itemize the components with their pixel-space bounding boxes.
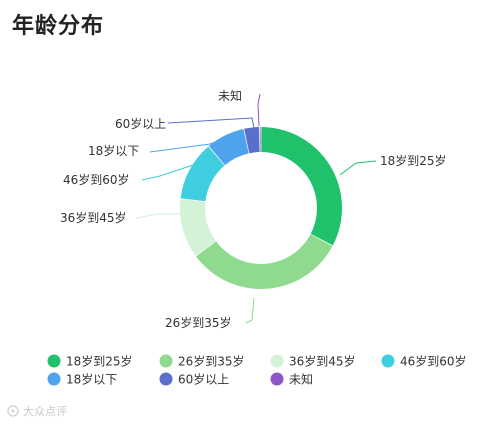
legend-swatch-5 bbox=[159, 372, 173, 386]
legend-swatch-2 bbox=[270, 354, 284, 368]
slice-labels: 18岁到25岁 26岁到35岁 36岁到45岁 46岁到60岁 18岁以下 60岁以上 未知 bbox=[60, 89, 447, 330]
legend-swatch-3 bbox=[381, 354, 395, 368]
slice-label-0: 18岁到25岁 bbox=[380, 153, 447, 168]
slice-label-4: 18岁以下 bbox=[88, 143, 139, 158]
watermark: 大众点评 bbox=[7, 404, 67, 418]
slice-label-6: 未知 bbox=[218, 89, 242, 103]
legend-swatch-1 bbox=[159, 354, 173, 368]
legend-swatch-6 bbox=[270, 372, 284, 386]
slice-label-5: 60岁以上 bbox=[115, 116, 166, 131]
legend-item-1[interactable]: 26岁到35岁 bbox=[159, 354, 245, 369]
legend-label-2: 36岁到45岁 bbox=[289, 354, 356, 369]
slice-0 bbox=[261, 127, 342, 246]
legend-item-2[interactable]: 36岁到45岁 bbox=[270, 354, 356, 369]
legend-swatch-4 bbox=[47, 372, 61, 386]
slice-label-1: 26岁到35岁 bbox=[165, 315, 232, 330]
legend-label-6: 未知 bbox=[289, 373, 313, 387]
slice-4 bbox=[208, 128, 249, 166]
donut-slices bbox=[180, 127, 342, 290]
leader-line-6 bbox=[257, 93, 261, 127]
legend-label-5: 60岁以上 bbox=[178, 372, 229, 387]
slice-label-2: 36岁到45岁 bbox=[60, 210, 127, 225]
legend-label-1: 26岁到35岁 bbox=[178, 354, 245, 369]
legend-item-0[interactable]: 18岁到25岁 bbox=[47, 354, 133, 369]
legend-label-3: 46岁到60岁 bbox=[400, 354, 467, 369]
slice-5 bbox=[244, 127, 260, 154]
legend-item-6[interactable]: 未知 bbox=[270, 372, 314, 387]
legend: 18岁到25岁 26岁到35岁 36岁到45岁 46岁到60岁 18岁以下 60岁以上 未知 bbox=[47, 354, 467, 387]
page-title: 年龄分布 bbox=[12, 14, 105, 39]
legend-item-3[interactable]: 46岁到60岁 bbox=[381, 354, 467, 369]
slice-label-3: 46岁到60岁 bbox=[63, 172, 130, 187]
legend-swatch-0 bbox=[47, 354, 61, 368]
leader-line-4 bbox=[149, 134, 237, 153]
legend-item-5[interactable]: 60岁以上 bbox=[159, 372, 230, 387]
label-leader-lines bbox=[135, 93, 377, 324]
leader-line-1 bbox=[245, 297, 255, 324]
legend-label-4: 18岁以下 bbox=[66, 372, 117, 387]
leader-line-5 bbox=[167, 117, 255, 129]
watermark-logo-icon bbox=[7, 405, 19, 417]
slice-6 bbox=[259, 127, 261, 153]
leader-line-0 bbox=[339, 160, 377, 176]
slice-3 bbox=[180, 146, 225, 202]
leader-line-3 bbox=[141, 163, 197, 181]
slice-1 bbox=[196, 234, 333, 290]
leader-line-2 bbox=[135, 213, 186, 219]
watermark-text: 大众点评 bbox=[23, 404, 67, 418]
legend-item-4[interactable]: 18岁以下 bbox=[47, 372, 118, 387]
legend-label-0: 18岁到25岁 bbox=[66, 354, 133, 369]
slice-2 bbox=[180, 199, 216, 256]
